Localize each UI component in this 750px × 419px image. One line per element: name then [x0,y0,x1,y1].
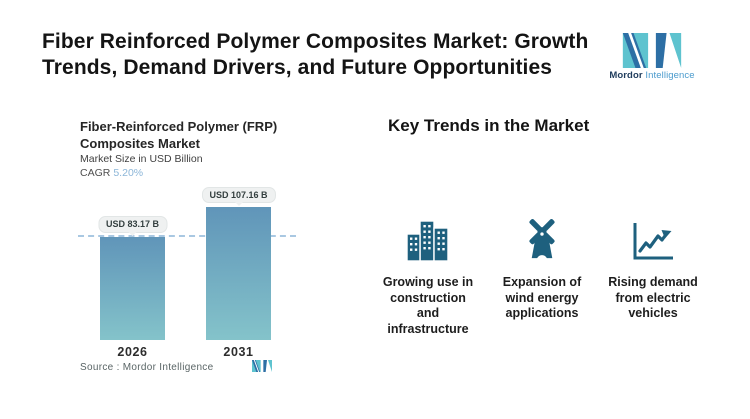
buildings-icon [368,214,488,262]
bar-value-pill: USD 107.16 B [201,186,276,203]
trend-caption: Growing use in construction and infrastr… [382,275,474,336]
brand-name-light: Intelligence [645,70,695,81]
brand-wordmark: Mordor Intelligence [600,70,704,81]
x-axis-label: 2031 [223,345,254,359]
trend-item-electric-vehicles: Rising demand from electric vehicles [593,214,713,322]
bar [100,236,165,340]
page-title: Fiber Reinforced Polymer Composites Mark… [42,29,607,81]
dashed-reference-line [78,234,296,237]
trend-item-wind-energy: Expansion of wind energy applications [482,214,602,322]
page-title-line2: Trends, Demand Drivers, and Future Oppor… [42,56,553,79]
trend-caption: Rising demand from electric vehicles [608,275,698,320]
chart-title-line2: Composites Market [80,135,200,151]
brand-name-bold: Mordor [609,70,643,81]
cagr-value: 5.20% [113,167,144,179]
brand-logo: Mordor Intelligence [600,33,704,81]
chart-subtitle: Market Size in USD Billion [80,153,203,165]
mordor-logo-icon [600,33,704,68]
bar-column: USD 107.16 B 2031 [201,180,276,359]
cagr-label: CAGR [80,167,111,179]
source-note: Source : Mordor Intelligence [80,362,214,373]
chart-cagr: CAGR 5.20% [80,167,143,179]
bar-value-pill: USD 83.17 B [97,216,168,233]
trend-caption: Expansion of wind energy applications [502,275,582,320]
growth-chart-icon [593,214,713,262]
mordor-logo-mini-icon [252,360,272,372]
page-title-line1: Fiber Reinforced Polymer Composites Mark… [42,30,589,53]
x-axis-label: 2026 [117,345,148,359]
bar-column: USD 83.17 B 2026 [97,180,168,359]
chart-title: Fiber-Reinforced Polymer (FRP) Composite… [80,119,277,152]
bar [206,207,271,340]
trend-item-construction: Growing use in construction and infrastr… [368,214,488,337]
trends-heading: Key Trends in the Market [388,116,590,135]
chart-title-line1: Fiber-Reinforced Polymer (FRP) [80,119,278,134]
bar-chart: USD 83.17 B 2026 USD 107.16 B 2031 [78,180,296,359]
windmill-icon [482,214,602,262]
